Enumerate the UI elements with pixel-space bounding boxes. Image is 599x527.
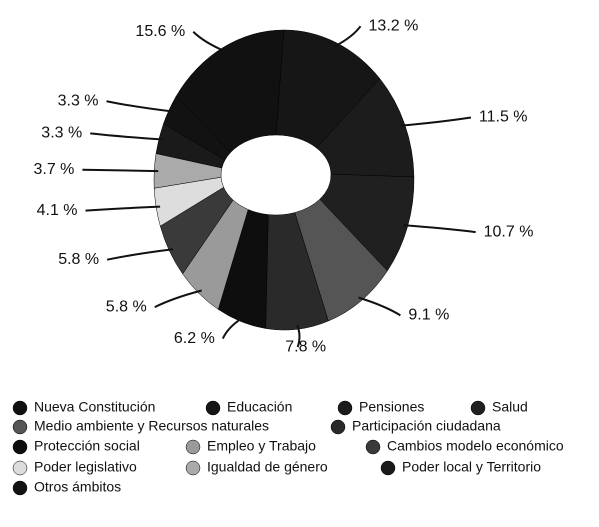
leader-line bbox=[296, 324, 301, 348]
legend-swatch bbox=[330, 419, 346, 435]
legend-label: Medio ambiente y Recursos naturales bbox=[34, 418, 269, 434]
slice bbox=[163, 95, 231, 161]
value-label: 5.8 % bbox=[58, 251, 99, 268]
value-label: 6.2 % bbox=[174, 330, 215, 347]
value-label: 3.3 % bbox=[41, 125, 82, 142]
legend-label: Salud bbox=[492, 399, 528, 415]
leader-line bbox=[334, 25, 362, 48]
leader-line bbox=[221, 317, 244, 340]
legend-swatch bbox=[365, 439, 381, 455]
value-label: 4.1 % bbox=[37, 202, 78, 219]
legend-swatch bbox=[12, 439, 28, 455]
leader-line bbox=[106, 100, 173, 113]
legend-label: Poder local y Territorio bbox=[402, 459, 541, 475]
legend-swatch bbox=[12, 419, 28, 435]
legend-swatch bbox=[337, 400, 353, 416]
legend-label: Pensiones bbox=[359, 399, 424, 415]
value-label: 13.2 % bbox=[369, 17, 419, 34]
leader-line bbox=[154, 289, 202, 309]
value-label: 15.6 % bbox=[135, 23, 185, 40]
legend-swatch bbox=[205, 400, 221, 416]
leader-line bbox=[85, 205, 161, 212]
legend-swatch bbox=[12, 480, 28, 496]
legend-label: Educación bbox=[227, 399, 292, 415]
legend-swatch bbox=[380, 460, 396, 476]
legend-label: Poder legislativo bbox=[34, 459, 137, 475]
leader-line bbox=[192, 31, 226, 53]
value-label: 5.8 % bbox=[106, 298, 147, 315]
slice bbox=[175, 29, 285, 154]
legend-swatch bbox=[185, 460, 201, 476]
leader-line bbox=[90, 132, 164, 141]
leader-line bbox=[82, 168, 159, 173]
legend-label: Cambios modelo económico bbox=[387, 438, 564, 454]
leader-line bbox=[358, 296, 401, 317]
value-label: 7.8 % bbox=[285, 338, 326, 355]
legend-swatch bbox=[12, 460, 28, 476]
legend-swatch bbox=[12, 400, 28, 416]
legend-label: Empleo y Trabajo bbox=[207, 438, 316, 454]
legend-label: Nueva Constitución bbox=[34, 399, 155, 415]
legend-label: Protección social bbox=[34, 438, 140, 454]
legend-label: Participación ciudadana bbox=[352, 418, 501, 434]
value-label: 3.7 % bbox=[33, 161, 74, 178]
value-label: 10.7 % bbox=[484, 223, 534, 240]
value-label: 11.5 % bbox=[479, 109, 528, 126]
value-label: 3.3 % bbox=[58, 92, 99, 109]
leader-line bbox=[400, 116, 472, 127]
value-label: 9.1 % bbox=[408, 307, 449, 324]
slice bbox=[275, 29, 381, 149]
leader-line bbox=[106, 248, 174, 261]
leader-line bbox=[403, 224, 476, 234]
legend-label: Igualdad de género bbox=[207, 459, 328, 475]
legend-label: Otros ámbitos bbox=[34, 479, 121, 495]
legend-swatch bbox=[470, 400, 486, 416]
legend-swatch bbox=[185, 439, 201, 455]
